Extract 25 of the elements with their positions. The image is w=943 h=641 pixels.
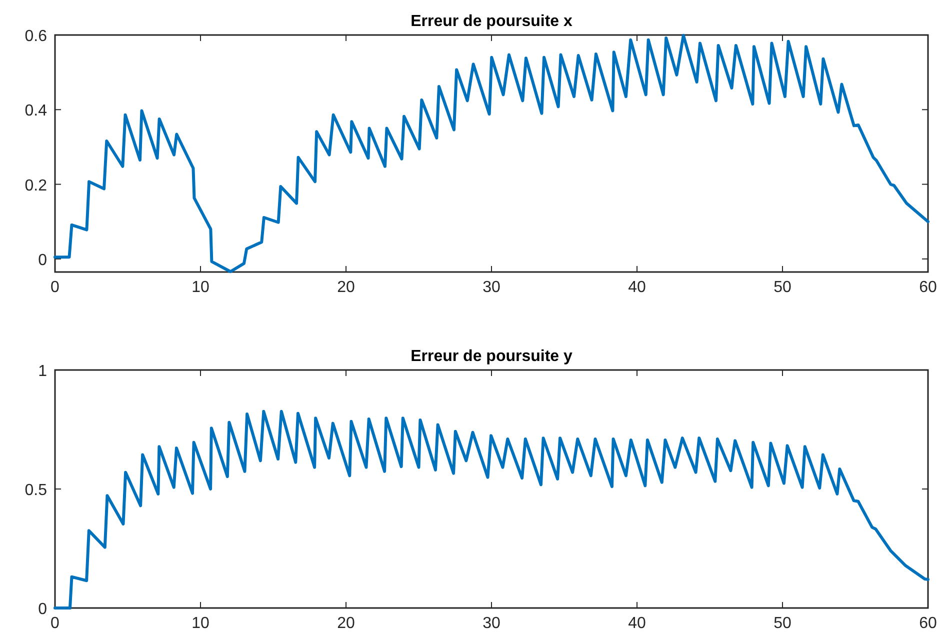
x-tick-label: 20 xyxy=(337,615,355,632)
x-tick-label: 40 xyxy=(628,279,646,296)
y-tick-label: 0.4 xyxy=(24,102,48,120)
x-tick-label: 30 xyxy=(482,615,500,632)
x-tick-label: 30 xyxy=(482,279,500,296)
x-tick-label: 40 xyxy=(628,615,646,632)
y-tick-label: 0 xyxy=(38,252,48,269)
chart-title: Erreur de poursuite y xyxy=(410,348,573,365)
y-tick-label: 0.2 xyxy=(24,177,48,194)
x-tick-label: 20 xyxy=(337,279,355,296)
y-tick-label: 0.5 xyxy=(24,482,48,499)
x-tick-label: 10 xyxy=(192,279,210,296)
x-tick-label: 0 xyxy=(50,279,60,296)
line-series xyxy=(54,34,930,274)
y-tick-label: 1 xyxy=(38,363,48,380)
x-tick-label: 10 xyxy=(192,615,210,632)
y-tick-label: 0.6 xyxy=(24,28,48,45)
x-tick-label: 50 xyxy=(774,615,792,632)
x-tick-label: 60 xyxy=(919,279,937,296)
x-tick-label: 50 xyxy=(774,279,792,296)
chart-title: Erreur de poursuite x xyxy=(410,13,573,30)
x-tick-label: 0 xyxy=(50,615,60,632)
line-series xyxy=(54,410,930,610)
y-tick-label: 0 xyxy=(38,601,48,618)
x-tick-label: 60 xyxy=(919,615,937,632)
